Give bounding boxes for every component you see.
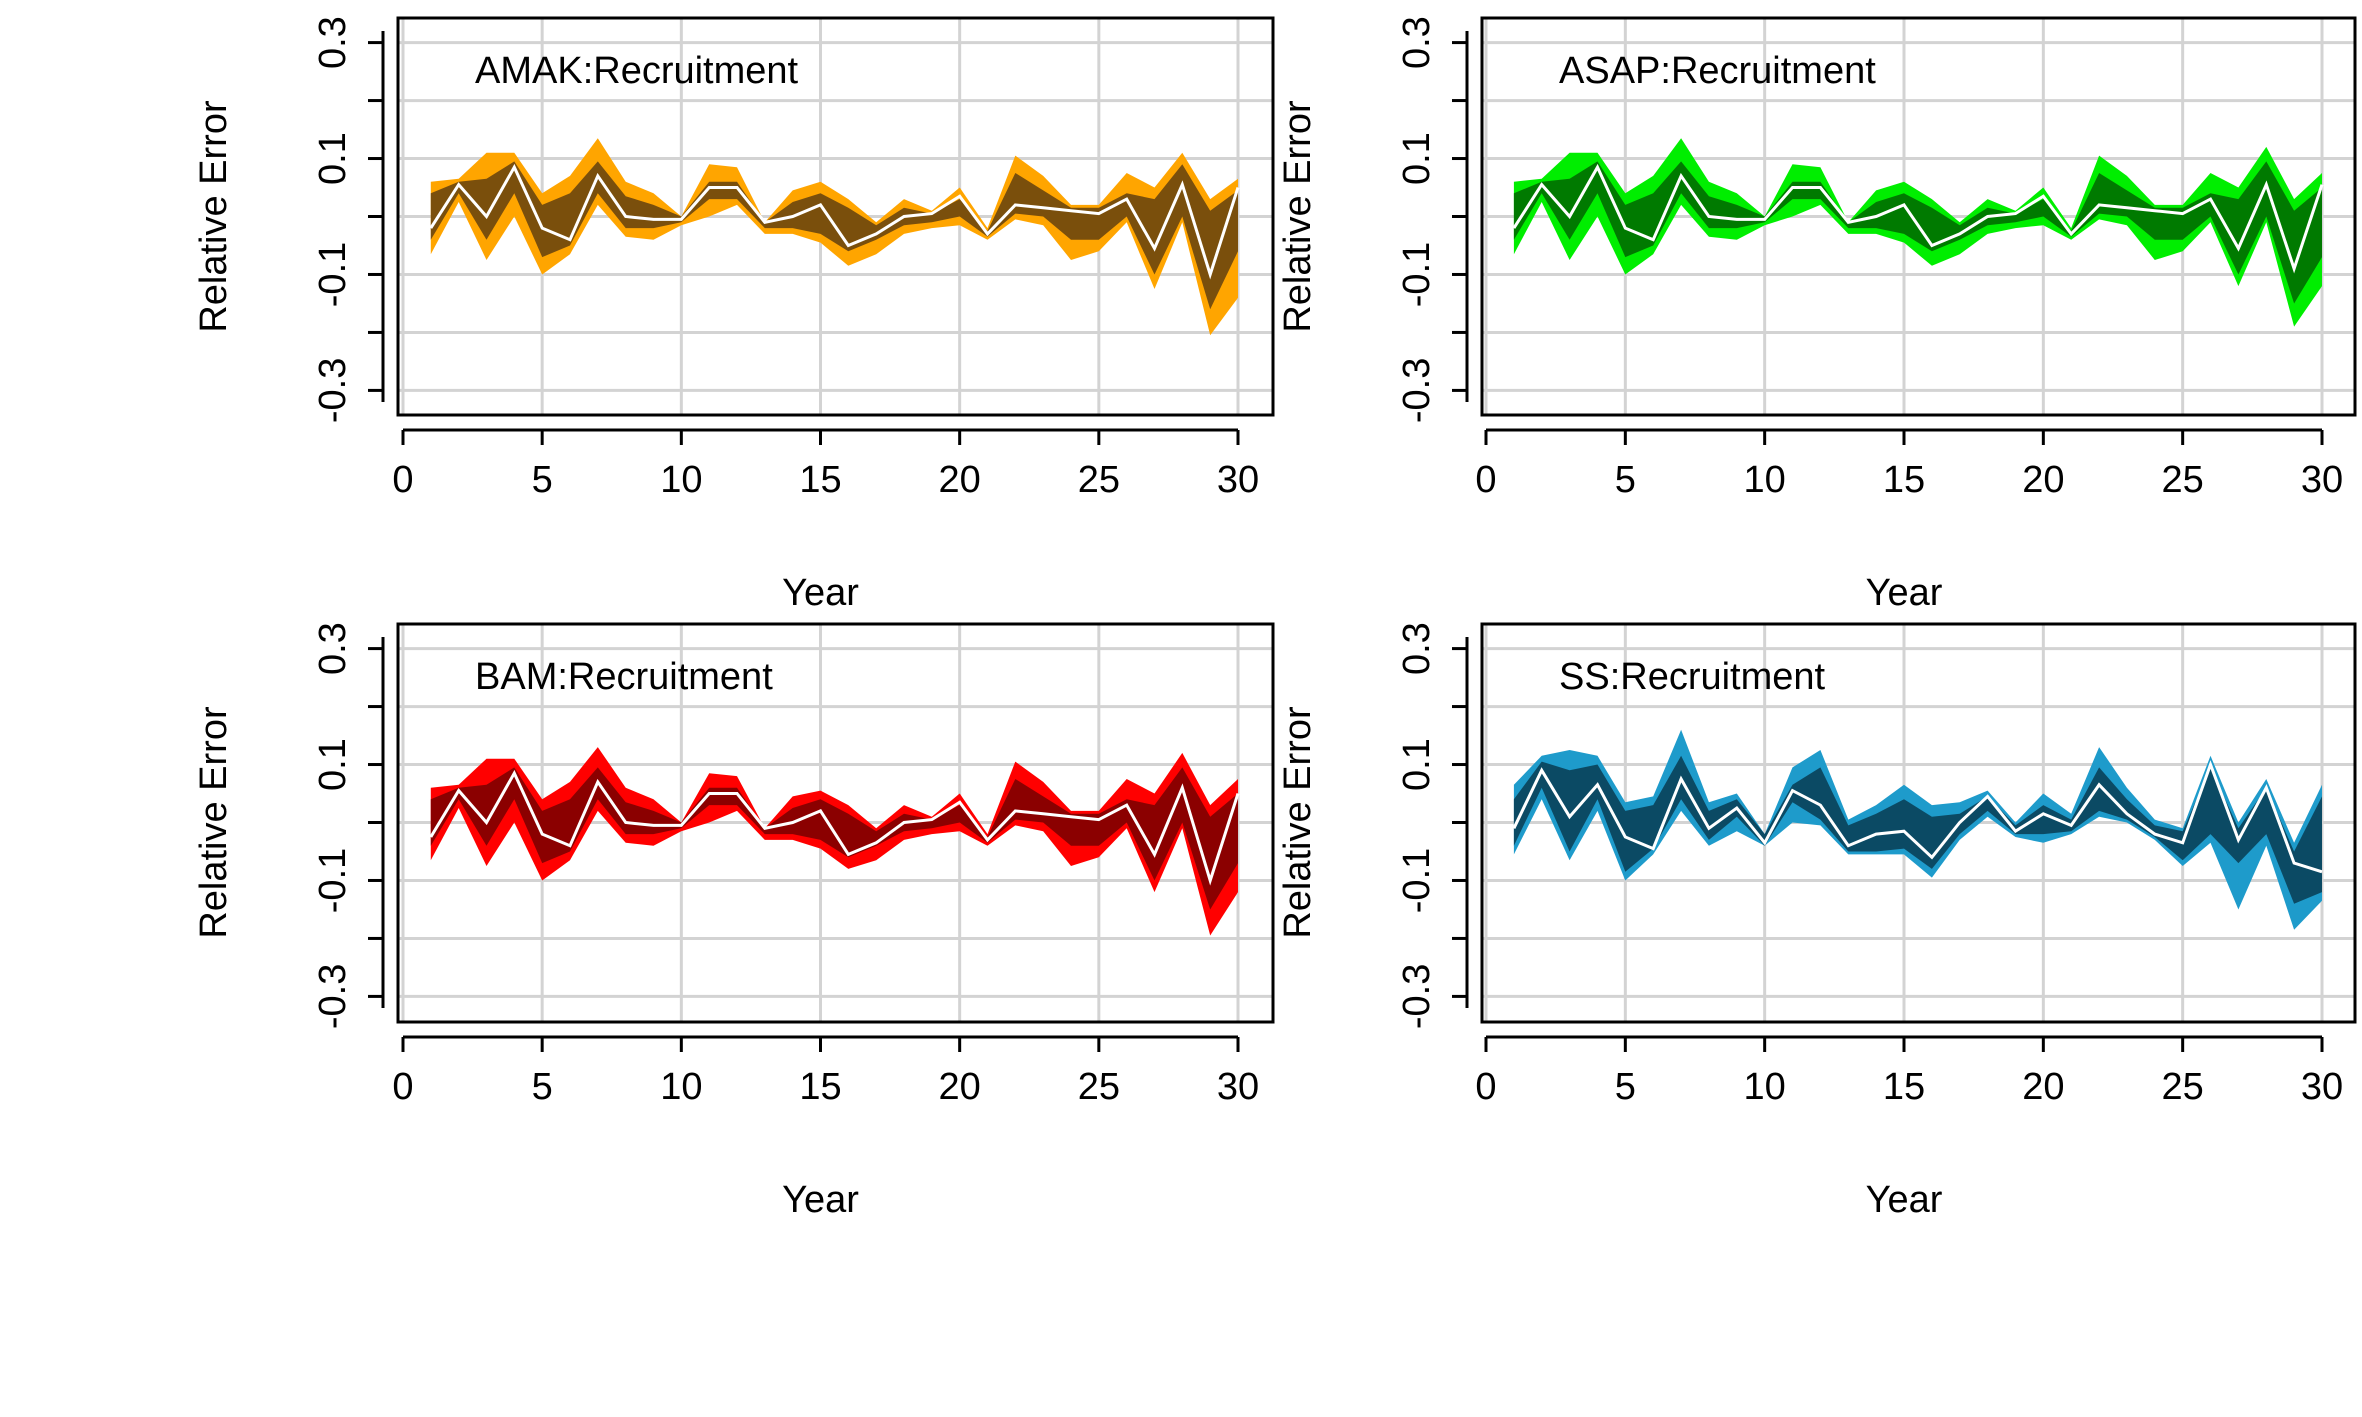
x-tick-label: 0	[1475, 459, 1496, 501]
chart-panel-4: 0 5 10 15 20 25 30 Year -0.3 -0.1 0.1 0.3 Relative E…	[1277, 622, 2357, 1221]
x-axis-title: Year	[1866, 1179, 1943, 1221]
x-tick-label: 5	[1615, 459, 1636, 501]
y-axis-title: Relative Error	[1277, 100, 1319, 333]
chart-panel-2: 0 5 10 15 20 25 30 Year -0.3 -0.1 0.1 0.3 Relative E…	[1277, 16, 2357, 614]
median-line	[1512, 163, 2324, 274]
y-tick-label: -0.3	[1396, 358, 1438, 423]
median-line	[429, 769, 1240, 886]
y-tick-label: 0.3	[1396, 16, 1438, 69]
x-tick-label: 20	[939, 459, 981, 501]
chart-panel-3: 0 5 10 15 20 25 30 Year -0.3 -0.1 0.1 0.3 Relative E…	[193, 622, 1275, 1221]
x-axis: 0 5 10 15 20 25 30 Year	[392, 428, 1259, 614]
y-tick-label: 0.1	[312, 738, 354, 791]
x-tick-label: 15	[1883, 459, 1925, 501]
median-line	[1512, 760, 2323, 874]
x-axis-title: Year	[782, 572, 859, 614]
median-line	[429, 163, 1240, 280]
x-tick-label: 30	[2301, 1066, 2343, 1108]
y-axis-title: Relative Error	[1277, 706, 1319, 939]
x-axis: 0 5 10 15 20 25 30 Year	[1475, 1035, 2343, 1221]
x-axis: 0 5 10 15 20 25 30 Year	[1475, 428, 2343, 614]
y-axis: -0.3 -0.1 0.1 0.3 Relative Error	[193, 622, 385, 1029]
y-tick-label: 0.3	[312, 16, 354, 69]
y-tick-label: 0.1	[1396, 132, 1438, 185]
y-axis: -0.3 -0.1 0.1 0.3 Relative Error	[1277, 622, 1469, 1029]
y-tick-label: -0.1	[1396, 848, 1438, 913]
y-tick-label: 0.1	[312, 132, 354, 185]
x-tick-label: 10	[660, 1066, 702, 1108]
x-tick-label: 10	[1744, 1066, 1786, 1108]
y-tick-label: 0.3	[312, 622, 354, 675]
x-tick-label: 30	[2301, 459, 2343, 501]
x-tick-label: 25	[1078, 1066, 1120, 1108]
chart-panel-1: 0 5 10 15 20 25 30 Year -0.3 -0.1 0.1 0.3 Relative E…	[193, 16, 1275, 614]
panel-title: AMAK:Recruitment	[475, 50, 799, 92]
x-tick-label: 10	[1744, 459, 1786, 501]
y-tick-label: -0.3	[312, 964, 354, 1029]
panel-title: SS:Recruitment	[1559, 656, 1826, 698]
inner-interval-band	[430, 767, 1238, 910]
x-tick-label: 15	[799, 1066, 841, 1108]
y-axis-title: Relative Error	[193, 706, 235, 939]
x-tick-label: 25	[1078, 459, 1120, 501]
plot-frame	[1480, 16, 2357, 417]
panel-title: BAM:Recruitment	[475, 656, 773, 698]
y-axis: -0.3 -0.1 0.1 0.3 Relative Error	[1277, 16, 1469, 423]
x-tick-label: 5	[532, 1066, 553, 1108]
x-tick-label: 5	[1615, 1066, 1636, 1108]
x-tick-label: 20	[939, 1066, 981, 1108]
x-tick-label: 25	[2162, 459, 2204, 501]
y-tick-label: -0.3	[1396, 964, 1438, 1029]
inner-interval-band	[430, 161, 1238, 310]
y-tick-label: -0.1	[312, 242, 354, 307]
panel-title: ASAP:Recruitment	[1559, 50, 1876, 92]
y-tick-label: 0.1	[1396, 738, 1438, 791]
plot-frame	[396, 622, 1275, 1024]
x-tick-label: 25	[2162, 1066, 2204, 1108]
y-tick-label: 0.3	[1396, 622, 1438, 675]
x-axis-title: Year	[1866, 572, 1943, 614]
x-tick-label: 30	[1217, 1066, 1259, 1108]
inner-interval-band	[1513, 161, 2322, 304]
x-tick-label: 5	[532, 459, 553, 501]
x-tick-label: 10	[660, 459, 702, 501]
plot-frame	[396, 16, 1275, 417]
y-tick-label: -0.1	[1396, 242, 1438, 307]
y-tick-label: -0.3	[312, 358, 354, 423]
x-tick-label: 15	[799, 459, 841, 501]
y-tick-label: -0.1	[312, 848, 354, 913]
x-tick-label: 15	[1883, 1066, 1925, 1108]
x-tick-label: 30	[1217, 459, 1259, 501]
x-tick-label: 0	[392, 1066, 413, 1108]
x-tick-label: 0	[392, 459, 413, 501]
x-tick-label: 20	[2022, 459, 2064, 501]
inner-interval-band	[1513, 755, 2322, 904]
x-axis: 0 5 10 15 20 25 30 Year	[392, 1035, 1259, 1221]
y-axis: -0.3 -0.1 0.1 0.3 Relative Error	[193, 16, 385, 423]
x-tick-label: 20	[2022, 1066, 2064, 1108]
x-tick-label: 0	[1475, 1066, 1496, 1108]
y-axis-title: Relative Error	[193, 100, 235, 333]
plot-frame	[1480, 622, 2357, 1024]
x-axis-title: Year	[782, 1179, 859, 1221]
